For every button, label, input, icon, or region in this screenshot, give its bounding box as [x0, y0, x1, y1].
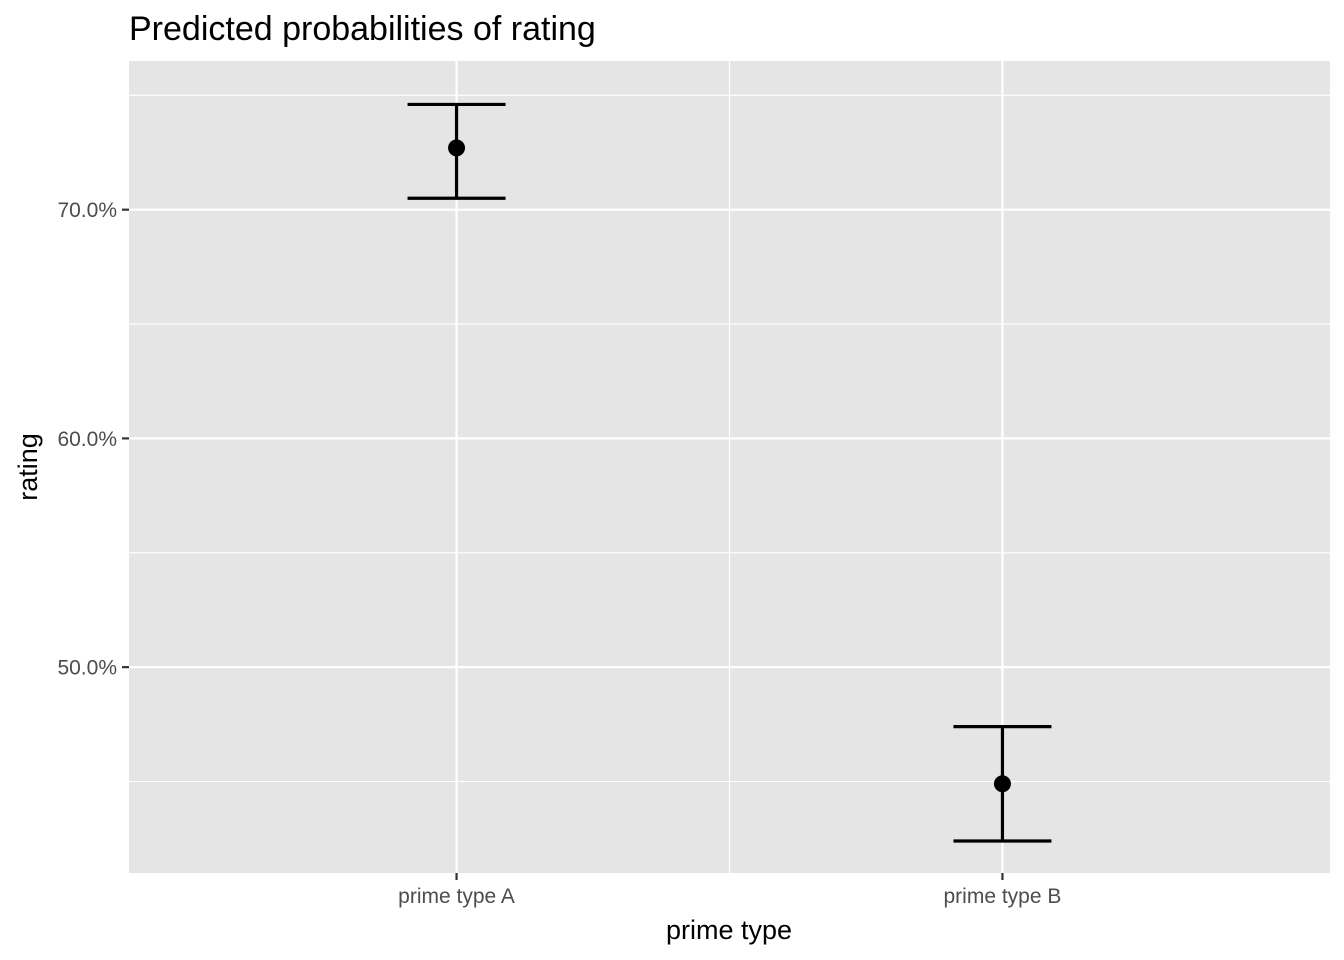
y-tick-label: 50.0%: [57, 657, 117, 680]
y-tick-label: 60.0%: [57, 428, 117, 451]
y-axis-title: rating: [13, 433, 43, 501]
x-axis: prime type A prime type B: [398, 873, 1061, 908]
y-tick-label: 70.0%: [57, 199, 117, 222]
data-point: [993, 775, 1011, 793]
x-axis-title: prime type: [666, 915, 792, 945]
x-tick-label: prime type A: [398, 885, 515, 908]
minor-gridlines: [129, 61, 1330, 873]
error-bar-group: [953, 725, 1052, 843]
x-tick-label: prime type B: [944, 885, 1062, 908]
error-bar-group: [407, 102, 506, 200]
data-point: [448, 139, 466, 157]
y-axis: 50.0% 60.0% 70.0%: [57, 199, 129, 680]
chart-title: Predicted probabilities of rating: [129, 10, 596, 48]
data-marks: [407, 102, 1052, 843]
